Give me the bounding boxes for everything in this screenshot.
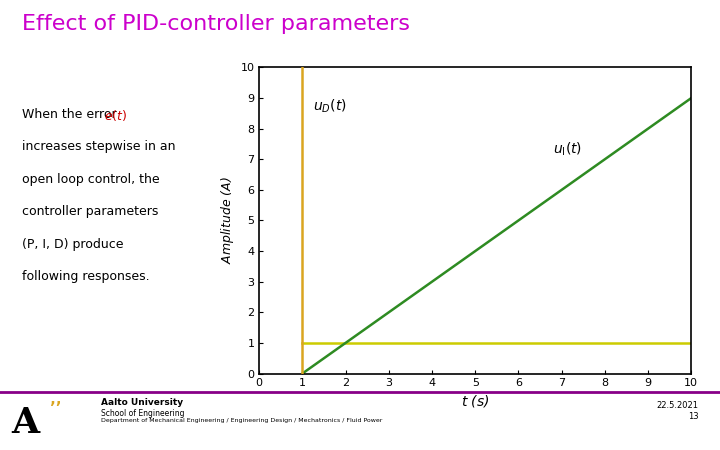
- Text: ’’: ’’: [50, 401, 62, 416]
- Text: Effect of PID-controller parameters: Effect of PID-controller parameters: [22, 14, 410, 33]
- Text: $u_D(t)$: $u_D(t)$: [313, 97, 347, 115]
- Text: 22.5.2021: 22.5.2021: [657, 401, 698, 410]
- Text: 13: 13: [688, 412, 698, 421]
- Text: (P, I, D) produce: (P, I, D) produce: [22, 238, 123, 251]
- X-axis label: $t$ (s): $t$ (s): [461, 392, 490, 409]
- Y-axis label: $Amplitude$ (A): $Amplitude$ (A): [219, 177, 236, 264]
- Text: $u_{\rm I}(t)$: $u_{\rm I}(t)$: [553, 140, 582, 158]
- Text: A: A: [11, 406, 39, 440]
- Text: controller parameters: controller parameters: [22, 205, 158, 218]
- Text: Department of Mechanical Engineering / Engineering Design / Mechatronics / Fluid: Department of Mechanical Engineering / E…: [101, 418, 382, 423]
- Text: following responses.: following responses.: [22, 270, 149, 283]
- Text: open loop control, the: open loop control, the: [22, 173, 159, 186]
- Text: School of Engineering: School of Engineering: [101, 409, 184, 418]
- Text: Aalto University: Aalto University: [101, 398, 183, 407]
- Text: increases stepwise in an: increases stepwise in an: [22, 140, 175, 153]
- Text: When the error: When the error: [22, 108, 120, 121]
- Text: $e(t)$: $e(t)$: [104, 108, 127, 123]
